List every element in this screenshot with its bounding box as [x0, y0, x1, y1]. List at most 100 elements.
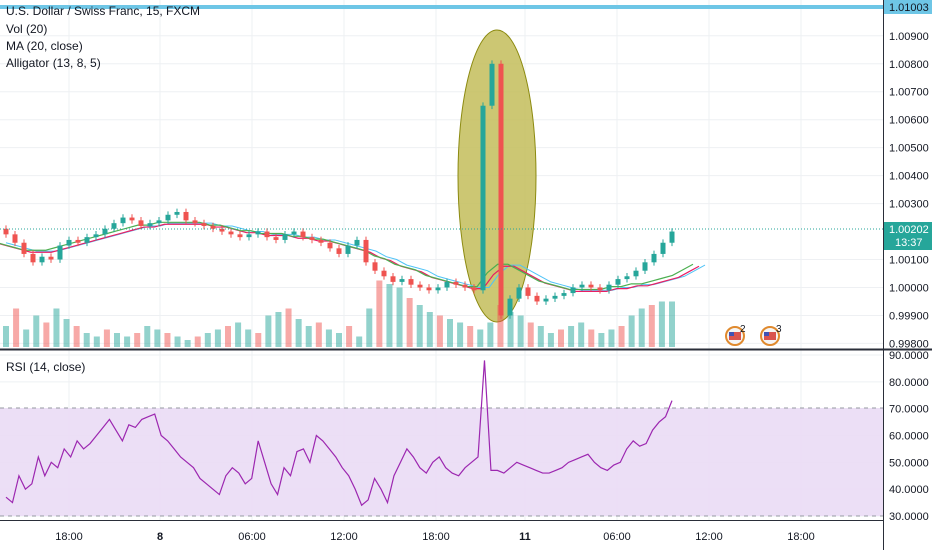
volume-bar: [305, 326, 312, 347]
volume-bar: [245, 329, 252, 347]
price-tick-label: 1.00300: [889, 199, 929, 211]
price-tick-label: 0.99800: [889, 338, 929, 350]
highlight-ellipse: [457, 29, 537, 323]
legend-moving-average[interactable]: MA (20, close): [6, 39, 83, 53]
candle-body: [588, 284, 594, 288]
volume-bar: [669, 301, 675, 347]
volume-bar: [336, 333, 342, 347]
candle-body: [345, 245, 351, 254]
time-tick-label: 12:00: [695, 531, 723, 543]
last-price-badge: 1.00202: [889, 224, 929, 236]
volume-bar: [315, 322, 322, 347]
volume-bar: [537, 326, 544, 347]
candle-body: [354, 239, 360, 246]
rsi-tick-label: 60.0000: [889, 431, 929, 443]
volume-bar: [255, 333, 262, 347]
volume-bar: [558, 329, 564, 347]
candle-body: [57, 245, 63, 260]
candle-body: [597, 287, 603, 291]
candle-body: [264, 231, 270, 238]
candle-body: [66, 239, 72, 246]
price-tick-label: 1.00100: [889, 255, 929, 267]
candle-body: [120, 217, 126, 224]
time-tick-label: 18:00: [787, 531, 815, 543]
candle-body: [156, 220, 162, 224]
candle-body: [93, 234, 99, 238]
time-tick-label: 12:00: [330, 531, 358, 543]
volume-bar: [638, 308, 645, 347]
volume-bar: [134, 333, 141, 347]
volume-bar: [356, 336, 363, 347]
candle-body: [543, 298, 549, 302]
candle-body: [30, 253, 36, 263]
candle-body: [642, 262, 648, 271]
price-tick-label: 1.00700: [889, 87, 929, 99]
candlestick-series: [3, 60, 675, 319]
candle-body: [390, 276, 396, 282]
price-tick-label: 0.99900: [889, 310, 929, 322]
legend-rsi[interactable]: RSI (14, close): [6, 360, 86, 374]
candle-body: [318, 239, 324, 243]
price-axis[interactable]: 1.00900 1.00800 1.00700 1.00600 1.00500 1.004…: [889, 31, 929, 351]
volume-bar: [103, 329, 110, 347]
volume-bar: [3, 326, 9, 347]
event-flag-2[interactable]: 3: [760, 324, 782, 346]
price-tick-label: 1.00000: [889, 282, 929, 294]
volume-bar: [43, 322, 50, 347]
volume-bar: [507, 312, 514, 347]
candle-body: [660, 242, 666, 254]
volume-bar: [366, 308, 373, 347]
rsi-tick-label: 80.0000: [889, 377, 929, 389]
candle-body: [408, 279, 414, 285]
candle-body: [174, 211, 180, 215]
rsi-axis[interactable]: 90.0000 80.0000 70.0000 60.0000 50.0000 40.00…: [889, 350, 929, 523]
volume-bar: [406, 298, 413, 347]
candle-body: [111, 223, 117, 229]
price-tick-label: 1.00500: [889, 143, 929, 155]
volume-histogram: [3, 280, 675, 347]
volume-bar: [447, 319, 453, 347]
candle-body: [129, 217, 135, 221]
volume-bar: [164, 333, 171, 347]
volume-bar: [285, 308, 292, 347]
volume-bar: [416, 305, 423, 347]
time-axis[interactable]: 18:00 8 06:00 12:00 18:00 11 06:00 12:00 18:00: [55, 531, 815, 543]
rsi-tick-label: 90.0000: [889, 350, 929, 362]
candle-body: [489, 63, 495, 106]
volume-bar: [618, 326, 625, 347]
bar-countdown: 13:37: [895, 237, 923, 249]
volume-bar: [436, 315, 443, 347]
candle-body: [399, 279, 405, 282]
rsi-tick-label: 40.0000: [889, 484, 929, 496]
volume-bar: [265, 315, 272, 347]
top-accent-line: [0, 5, 932, 9]
event-count: 2: [740, 324, 746, 335]
volume-bar: [346, 326, 353, 347]
candle-body: [255, 231, 261, 235]
candle-body: [552, 295, 558, 299]
event-flag-1[interactable]: 2: [725, 324, 746, 346]
candle-body: [498, 63, 504, 316]
candle-body: [624, 276, 630, 280]
legend-alligator[interactable]: Alligator (13, 8, 5): [6, 56, 101, 70]
volume-bar: [568, 326, 575, 347]
candle-body: [606, 284, 612, 291]
volume-bar: [426, 312, 433, 347]
candle-body: [102, 228, 108, 235]
candle-body: [363, 239, 369, 263]
volume-bar: [295, 319, 302, 347]
candle-body: [246, 234, 252, 238]
volume-bar: [184, 340, 191, 347]
volume-bar: [93, 336, 100, 347]
candle-body: [75, 239, 81, 243]
rsi-line: [5, 360, 673, 507]
price-tick-label: 1.00900: [889, 31, 929, 43]
volume-bar: [396, 287, 403, 347]
time-tick-label: 06:00: [238, 531, 266, 543]
candle-body: [192, 220, 198, 224]
page-title: U.S. Dollar / Swiss Franc, 15, FXCM: [6, 4, 201, 18]
candle-body: [147, 223, 153, 226]
legend-volume[interactable]: Vol (20): [6, 22, 48, 36]
candle-body: [579, 284, 585, 288]
